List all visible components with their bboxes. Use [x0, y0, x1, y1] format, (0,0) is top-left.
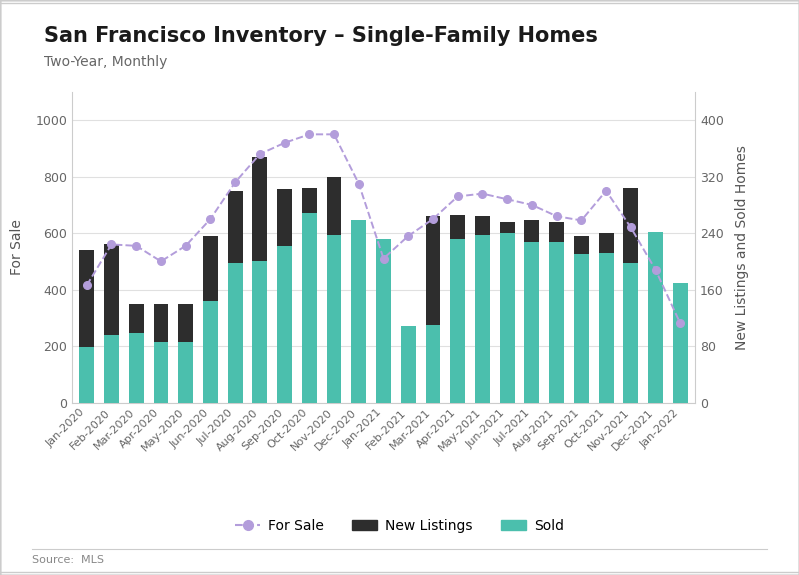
Bar — [598, 233, 614, 402]
Bar — [228, 191, 243, 402]
Bar — [475, 216, 490, 402]
Bar — [574, 236, 589, 402]
Bar — [178, 304, 193, 402]
Bar — [153, 304, 169, 402]
Bar — [648, 232, 663, 402]
Bar — [648, 262, 663, 402]
Bar — [574, 254, 589, 402]
Bar — [203, 301, 218, 402]
Bar — [178, 342, 193, 402]
Text: San Francisco Inventory – Single-Family Homes: San Francisco Inventory – Single-Family … — [44, 26, 598, 46]
Bar — [524, 220, 539, 402]
Bar — [376, 325, 391, 402]
Bar — [524, 242, 539, 402]
For Sale — [280, 139, 289, 146]
Line: For Sale: For Sale — [83, 131, 684, 327]
Bar — [129, 334, 144, 402]
For Sale — [379, 255, 388, 262]
Bar — [401, 326, 415, 402]
For Sale — [428, 216, 438, 223]
Text: Two-Year, Monthly: Two-Year, Monthly — [44, 55, 167, 68]
For Sale — [403, 232, 413, 239]
For Sale — [82, 282, 92, 289]
Bar — [327, 177, 341, 402]
Y-axis label: New Listings and Sold Homes: New Listings and Sold Homes — [735, 145, 749, 350]
Bar — [302, 188, 316, 402]
Bar — [203, 236, 218, 402]
Bar — [598, 253, 614, 402]
Bar — [451, 239, 465, 402]
Bar — [153, 342, 169, 402]
Bar — [673, 359, 688, 402]
For Sale — [107, 241, 117, 248]
For Sale — [650, 266, 660, 273]
Bar — [327, 235, 341, 402]
For Sale — [527, 201, 537, 208]
For Sale — [552, 213, 562, 220]
Bar — [352, 220, 366, 402]
Bar — [499, 222, 515, 402]
Legend: For Sale, New Listings, Sold: For Sale, New Listings, Sold — [229, 513, 570, 538]
For Sale — [354, 181, 364, 187]
For Sale — [453, 193, 463, 200]
Bar — [104, 244, 119, 402]
Bar — [376, 239, 391, 402]
Bar — [426, 216, 440, 402]
For Sale — [156, 258, 165, 265]
Bar — [228, 263, 243, 402]
For Sale — [503, 196, 512, 203]
Bar — [277, 189, 292, 402]
Bar — [252, 157, 268, 402]
Bar — [499, 233, 515, 402]
For Sale — [131, 243, 141, 250]
For Sale — [675, 320, 685, 327]
Bar — [451, 215, 465, 402]
For Sale — [478, 190, 487, 197]
Bar — [549, 222, 564, 402]
Bar — [79, 250, 94, 402]
Text: Source:  MLS: Source: MLS — [32, 555, 104, 565]
Bar — [302, 213, 316, 402]
For Sale — [577, 217, 586, 224]
Bar — [277, 246, 292, 402]
Bar — [401, 326, 415, 402]
For Sale — [304, 131, 314, 138]
Bar — [104, 335, 119, 402]
Bar — [252, 262, 268, 402]
For Sale — [602, 187, 611, 194]
Bar — [426, 325, 440, 402]
Bar — [549, 242, 564, 402]
For Sale — [626, 224, 636, 231]
Bar — [129, 304, 144, 402]
Bar — [79, 347, 94, 402]
For Sale — [230, 179, 240, 186]
Bar — [352, 269, 366, 402]
For Sale — [255, 151, 264, 158]
Bar — [623, 188, 638, 402]
Y-axis label: For Sale: For Sale — [10, 219, 24, 275]
For Sale — [181, 243, 190, 250]
For Sale — [329, 131, 339, 138]
For Sale — [205, 216, 215, 223]
Bar — [673, 282, 688, 402]
Bar — [475, 235, 490, 402]
Bar — [623, 263, 638, 402]
